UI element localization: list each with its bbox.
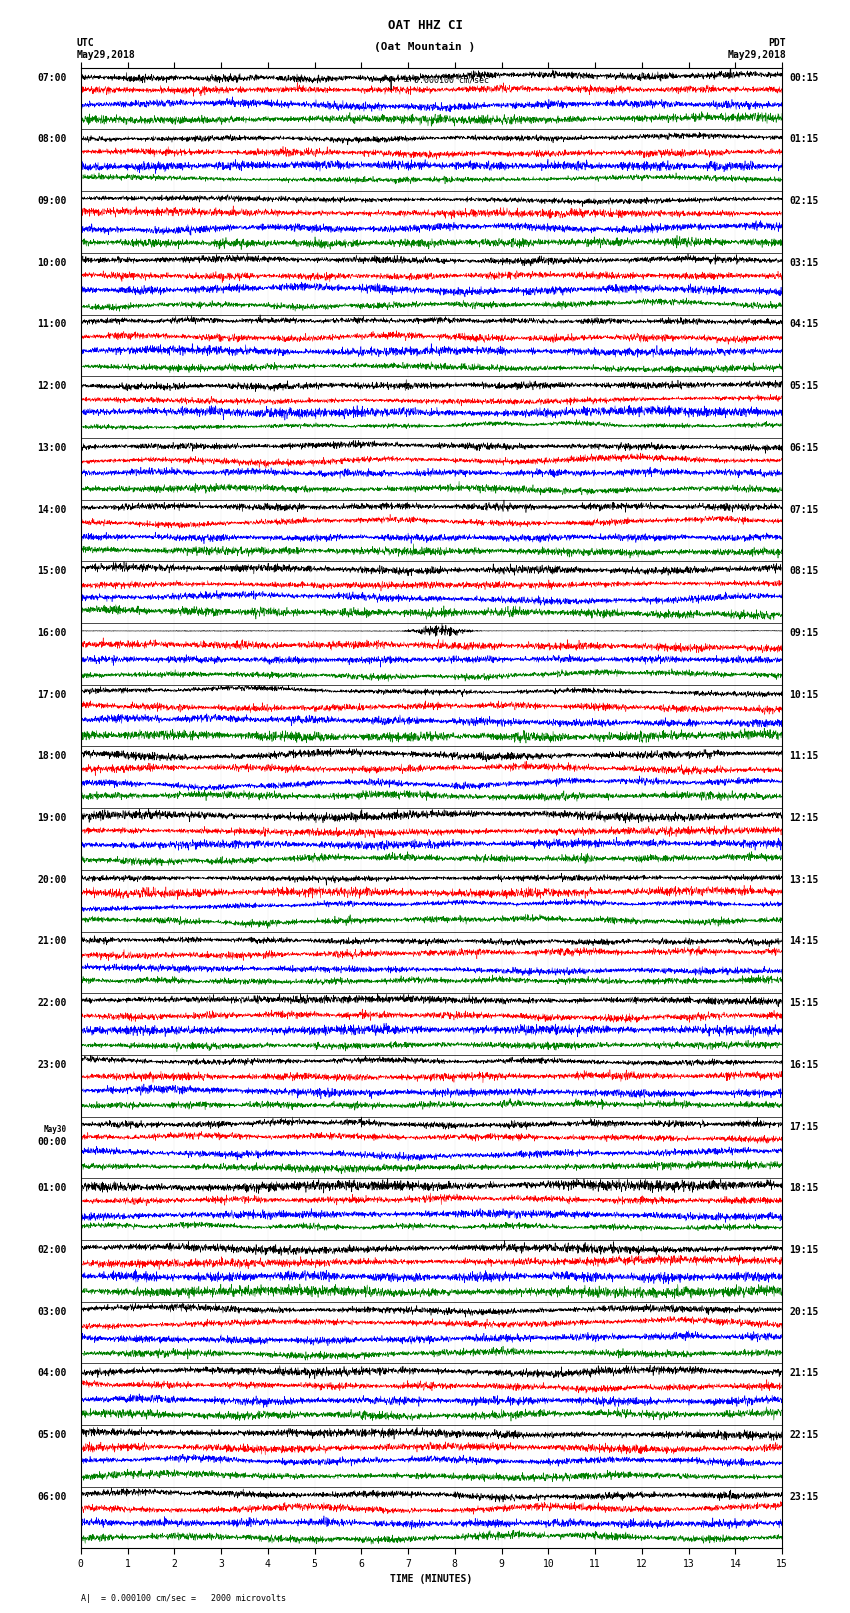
Text: 06:00: 06:00 — [37, 1492, 66, 1502]
Text: 12:15: 12:15 — [789, 813, 819, 823]
Text: 08:00: 08:00 — [37, 134, 66, 145]
Text: 13:15: 13:15 — [789, 874, 819, 886]
Text: PDT
May29,2018: PDT May29,2018 — [728, 39, 786, 60]
Text: 02:15: 02:15 — [789, 197, 819, 206]
Text: 00:15: 00:15 — [789, 73, 819, 82]
Text: 23:00: 23:00 — [37, 1060, 66, 1069]
Text: OAT HHZ CI: OAT HHZ CI — [388, 19, 462, 32]
Text: 16:00: 16:00 — [37, 627, 66, 639]
Text: 10:15: 10:15 — [789, 690, 819, 700]
Text: 21:15: 21:15 — [789, 1368, 819, 1379]
Text: 21:00: 21:00 — [37, 937, 66, 947]
Text: 02:00: 02:00 — [37, 1245, 66, 1255]
Text: 04:15: 04:15 — [789, 319, 819, 329]
Text: 13:00: 13:00 — [37, 444, 66, 453]
Text: 22:15: 22:15 — [789, 1431, 819, 1440]
Text: 06:15: 06:15 — [789, 444, 819, 453]
Text: 00:00: 00:00 — [37, 1137, 66, 1147]
Text: 09:00: 09:00 — [37, 197, 66, 206]
Text: 14:00: 14:00 — [37, 505, 66, 515]
Text: 22:00: 22:00 — [37, 998, 66, 1008]
Text: 09:15: 09:15 — [789, 627, 819, 639]
Text: 01:15: 01:15 — [789, 134, 819, 145]
Text: (Oat Mountain ): (Oat Mountain ) — [374, 42, 476, 52]
Text: 15:00: 15:00 — [37, 566, 66, 576]
Text: 18:15: 18:15 — [789, 1184, 819, 1194]
Text: 05:15: 05:15 — [789, 381, 819, 392]
Text: 03:15: 03:15 — [789, 258, 819, 268]
Text: 19:15: 19:15 — [789, 1245, 819, 1255]
Text: 12:00: 12:00 — [37, 381, 66, 392]
Text: 18:00: 18:00 — [37, 752, 66, 761]
Text: 10:00: 10:00 — [37, 258, 66, 268]
X-axis label: TIME (MINUTES): TIME (MINUTES) — [390, 1574, 473, 1584]
Text: 05:00: 05:00 — [37, 1431, 66, 1440]
Text: May30: May30 — [43, 1124, 66, 1134]
Text: = 0.000100 cm/sec: = 0.000100 cm/sec — [404, 76, 489, 85]
Text: 20:15: 20:15 — [789, 1307, 819, 1316]
Text: 16:15: 16:15 — [789, 1060, 819, 1069]
Text: 07:15: 07:15 — [789, 505, 819, 515]
Text: 07:00: 07:00 — [37, 73, 66, 82]
Text: 17:00: 17:00 — [37, 690, 66, 700]
Text: 04:00: 04:00 — [37, 1368, 66, 1379]
Text: 17:15: 17:15 — [789, 1121, 819, 1132]
Text: 01:00: 01:00 — [37, 1184, 66, 1194]
Text: 20:00: 20:00 — [37, 874, 66, 886]
Text: 14:15: 14:15 — [789, 937, 819, 947]
Text: 19:00: 19:00 — [37, 813, 66, 823]
Text: 08:15: 08:15 — [789, 566, 819, 576]
Text: UTC
May29,2018: UTC May29,2018 — [76, 39, 135, 60]
Text: 03:00: 03:00 — [37, 1307, 66, 1316]
Text: |: | — [387, 76, 395, 90]
Text: A|  = 0.000100 cm/sec =   2000 microvolts: A| = 0.000100 cm/sec = 2000 microvolts — [81, 1594, 286, 1603]
Text: 15:15: 15:15 — [789, 998, 819, 1008]
Text: 11:00: 11:00 — [37, 319, 66, 329]
Text: 11:15: 11:15 — [789, 752, 819, 761]
Text: 23:15: 23:15 — [789, 1492, 819, 1502]
